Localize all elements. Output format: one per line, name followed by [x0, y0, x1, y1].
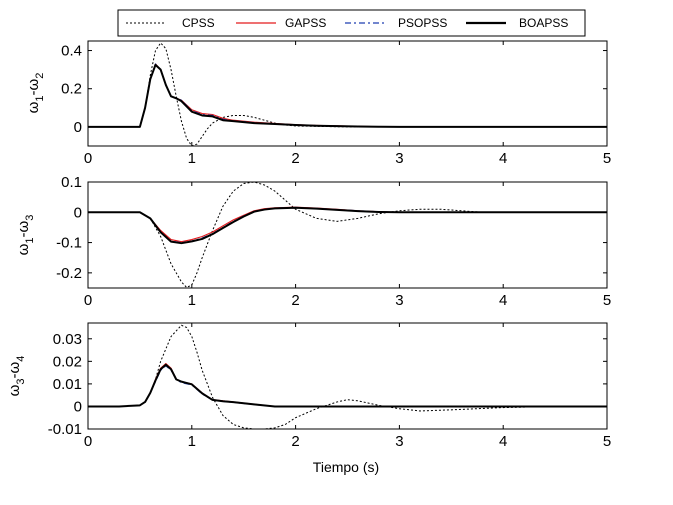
y-tick-label: 0.02: [53, 353, 82, 370]
legend-label-boapss: BOAPSS: [519, 16, 568, 30]
x-tick-label: 0: [84, 292, 92, 309]
axes-frame: [87, 40, 608, 147]
legend-box: [117, 9, 586, 37]
x-tick-label: 1: [188, 150, 196, 167]
series-layer: [88, 324, 607, 429]
y-tick-label: 0: [74, 204, 82, 221]
x-tick-label: 5: [603, 292, 611, 309]
y-label-sub-1: 1: [24, 238, 36, 244]
legend-label-psopss: PSOPSS: [398, 16, 447, 30]
x-tick-label: 5: [603, 433, 611, 450]
y-label-sub-2: 3: [24, 215, 36, 221]
x-tick-label: 2: [291, 292, 299, 309]
legend-label-gapss: GAPSS: [285, 16, 326, 30]
axes-frame: [87, 322, 608, 430]
y-tick-label: 0.2: [61, 81, 82, 98]
x-tick-label: 2: [291, 433, 299, 450]
x-tick-label: 3: [395, 292, 403, 309]
x-tick-label: 3: [395, 433, 403, 450]
y-label-omega: ω: [25, 101, 42, 113]
series-line-cpss: [88, 324, 607, 429]
series-line-boapss: [88, 63, 607, 128]
y-label-minus-omega: -ω: [15, 221, 32, 238]
series-line-boapss: [88, 363, 607, 408]
subplot-omega1-omega3: 0 1 2 3 4 5-0.2-0.100.1 ω1-ω3: [15, 174, 611, 309]
y-axis-label: ω1-ω3: [15, 215, 36, 256]
y-tick-label: -0.1: [56, 235, 82, 252]
y-label-sub-1: 1: [34, 96, 46, 102]
series-line-boapss: [88, 206, 607, 245]
y-label-sub-1: 3: [15, 379, 27, 385]
y-label-sub-2: 2: [34, 73, 46, 79]
x-tick-label: 4: [499, 433, 507, 450]
series-layer: [88, 182, 607, 288]
x-tick-label: 0: [84, 150, 92, 167]
y-axis-label: ω3-ω4: [6, 356, 27, 397]
tick-layer: 0 1 2 3 4 5 0 0.2 0.4: [61, 41, 611, 167]
x-tick-label: 4: [499, 150, 507, 167]
x-tick-label: 1: [188, 292, 196, 309]
x-tick-label: 0: [84, 433, 92, 450]
y-tick-label: -0.01: [48, 421, 82, 438]
series-layer: [88, 42, 607, 146]
y-tick-label: 0.03: [53, 331, 82, 348]
y-tick-label: 0: [74, 119, 82, 136]
y-tick-label: 0.01: [53, 376, 82, 393]
y-label-omega: ω: [6, 384, 23, 396]
x-tick-label: 3: [395, 150, 403, 167]
y-tick-label: 0.4: [61, 43, 82, 60]
y-label-omega: ω: [15, 243, 32, 255]
legend: CPSS GAPSS PSOPSS BOAPSS: [117, 9, 586, 37]
y-label-sub-2: 4: [15, 356, 27, 362]
tick-layer: 0 1 2 3 4 5 -0.2 -0.1 0 0.1: [56, 174, 611, 309]
series-line-cpss: [88, 182, 607, 288]
subplot-omega1-omega2: 0 1 2 3 4 500.20.4 ω1-ω2: [25, 40, 611, 167]
y-tick-label: 0.1: [61, 174, 82, 191]
x-tick-label: 2: [291, 150, 299, 167]
y-axis-label: ω1-ω2: [25, 73, 46, 114]
y-tick-label: -0.2: [56, 265, 82, 282]
axes-frame: [87, 181, 608, 289]
x-tick-label: 5: [603, 150, 611, 167]
x-tick-label: 4: [499, 292, 507, 309]
y-label-minus-omega: -ω: [6, 362, 23, 379]
y-tick-label: 0: [74, 398, 82, 415]
y-label-minus-omega: -ω: [25, 79, 42, 96]
legend-label-cpss: CPSS: [182, 16, 215, 30]
x-tick-label: 1: [188, 433, 196, 450]
x-axis-label: Tiempo (s): [313, 459, 379, 475]
